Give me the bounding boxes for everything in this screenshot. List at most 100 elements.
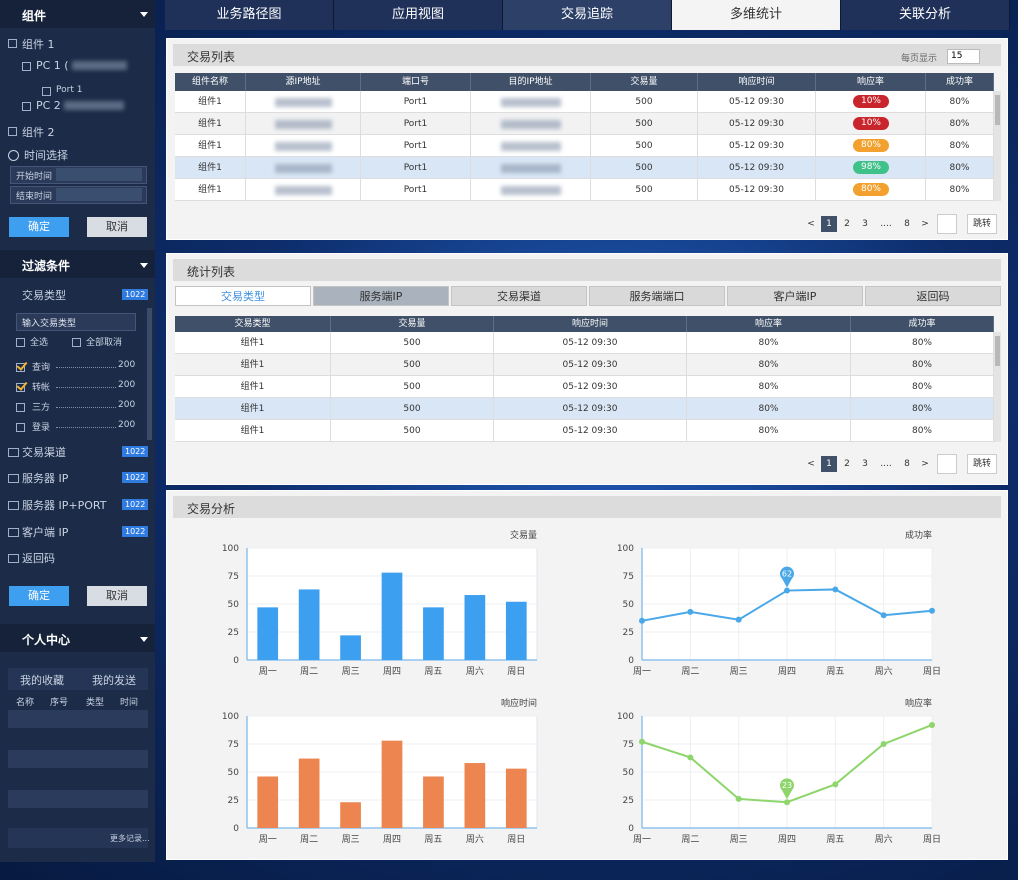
confirm-button[interactable]: 确定	[9, 586, 69, 606]
stats-tab[interactable]: 返回码	[865, 286, 1001, 306]
section-band	[0, 0, 155, 28]
jump-button[interactable]: 跳转	[967, 454, 997, 474]
page-size-select[interactable]: 15	[947, 49, 980, 64]
page-next[interactable]: >	[921, 219, 929, 229]
page-number[interactable]: 3	[862, 219, 868, 229]
y-tick-label: 50	[228, 600, 240, 610]
item-count: 200	[118, 380, 136, 390]
filter-input[interactable]	[16, 313, 136, 331]
table-cell: 500	[591, 179, 698, 201]
stats-tab[interactable]: 服务端端口	[589, 286, 725, 306]
checkbox[interactable]	[16, 338, 25, 347]
page-number[interactable]: 8	[904, 219, 910, 229]
page-prev[interactable]: <	[807, 459, 815, 469]
caret[interactable]	[140, 12, 148, 17]
nav-tab[interactable]: 应用视图	[334, 0, 503, 30]
x-tick-label: 周六	[466, 833, 484, 845]
panel-title-bar	[173, 259, 1001, 281]
page-ellipsis[interactable]: ....	[880, 219, 892, 229]
caret[interactable]	[140, 263, 148, 268]
panel-title-bar	[173, 44, 1001, 66]
time-input[interactable]	[56, 168, 142, 181]
x-tick-label: 周三	[730, 834, 748, 845]
page-input[interactable]	[937, 214, 957, 234]
checkbox[interactable]	[16, 363, 25, 372]
stats-tab[interactable]: 交易渠道	[451, 286, 587, 306]
page-number[interactable]: 2	[844, 219, 850, 229]
stats-tab[interactable]: 交易类型	[175, 286, 311, 306]
table-cell: 80%	[926, 157, 994, 179]
column-header: 交易量	[331, 316, 494, 332]
nav-tab[interactable]: 关联分析	[841, 0, 1010, 30]
chart: 成功率 0 25 50 75 100 周一 周二 周三 周四 周五 周六 周日 62	[617, 529, 941, 677]
page-number[interactable]: 3	[862, 459, 868, 469]
checkbox[interactable]	[8, 127, 17, 136]
y-tick-label: 50	[623, 600, 635, 610]
cancel-button[interactable]: 取消	[87, 586, 147, 606]
table-cell: 组件1	[175, 354, 331, 376]
checkbox[interactable]	[16, 423, 25, 432]
x-tick-label: 周四	[383, 666, 401, 677]
checkbox[interactable]	[22, 62, 31, 71]
page-number[interactable]: 1	[821, 456, 837, 472]
time-input[interactable]	[56, 188, 142, 201]
table-cell: Port1	[361, 91, 471, 113]
table-cell: 500	[331, 398, 494, 420]
checkbox[interactable]	[16, 383, 25, 392]
x-tick-label: 周六	[466, 665, 484, 677]
table-cell: 500	[331, 332, 494, 354]
bar	[298, 589, 320, 660]
dotted-line	[56, 407, 116, 408]
page-next[interactable]: >	[921, 459, 929, 469]
page-ellipsis[interactable]: ....	[880, 459, 892, 469]
table-cell	[471, 113, 591, 135]
point	[639, 738, 645, 745]
x-tick-label: 周五	[826, 834, 844, 845]
x-tick-label: 周日	[923, 834, 941, 845]
pin	[780, 566, 794, 588]
item-label: 三方	[32, 403, 51, 413]
bar	[340, 635, 361, 660]
item-label: 转帐	[32, 383, 51, 393]
checkbox[interactable]	[8, 39, 17, 48]
stats-tab[interactable]: 服务端IP	[313, 286, 449, 306]
list-row	[8, 790, 148, 808]
group-label: 客户端 IP	[22, 526, 69, 539]
table-cell: 80%	[816, 179, 926, 201]
jump-button[interactable]: 跳转	[967, 214, 997, 234]
cancel-button[interactable]: 取消	[87, 217, 147, 237]
section-title: 组件	[22, 9, 47, 23]
table-cell: Port1	[361, 179, 471, 201]
checkbox[interactable]	[42, 87, 51, 96]
nav-tab[interactable]: 交易追踪	[503, 0, 672, 30]
x-tick-label: 周二	[681, 666, 699, 677]
confirm-button[interactable]: 确定	[9, 217, 69, 237]
table-cell: 80%	[926, 91, 994, 113]
checkbox[interactable]	[16, 403, 25, 412]
checkbox[interactable]	[72, 338, 81, 347]
group-label: 交易渠道	[22, 446, 66, 459]
group-label: 组件 1	[22, 38, 55, 51]
rate-badge: 80%	[853, 139, 889, 152]
y-tick-label: 25	[623, 796, 634, 806]
nav-tab[interactable]: 多维统计	[672, 0, 841, 30]
stats-tab[interactable]: 客户端IP	[727, 286, 863, 306]
table-cell: 组件1	[175, 91, 246, 113]
stats-panel: 统计列表 交易类型 服务端IP 交易渠道 服务端端口 客户端IP 返回码 交易类型 交易量 响应时…	[166, 253, 1008, 485]
caret[interactable]	[140, 637, 148, 642]
group-icon	[8, 554, 19, 563]
table-cell: 05-12 09:30	[494, 332, 687, 354]
scroll-thumb[interactable]	[995, 336, 1000, 366]
nav-tab[interactable]: 业务路径图	[165, 0, 334, 30]
page-input[interactable]	[937, 454, 957, 474]
page-prev[interactable]: <	[807, 219, 815, 229]
scroll-thumb[interactable]	[995, 95, 1000, 125]
page-number[interactable]: 2	[844, 459, 850, 469]
group-icon	[8, 501, 19, 510]
column-header: 成功率	[851, 316, 994, 332]
bar	[464, 763, 486, 828]
checkbox[interactable]	[22, 102, 31, 111]
page-number[interactable]: 1	[821, 216, 837, 232]
filter-label: 交易类型	[22, 289, 66, 302]
page-number[interactable]: 8	[904, 459, 910, 469]
